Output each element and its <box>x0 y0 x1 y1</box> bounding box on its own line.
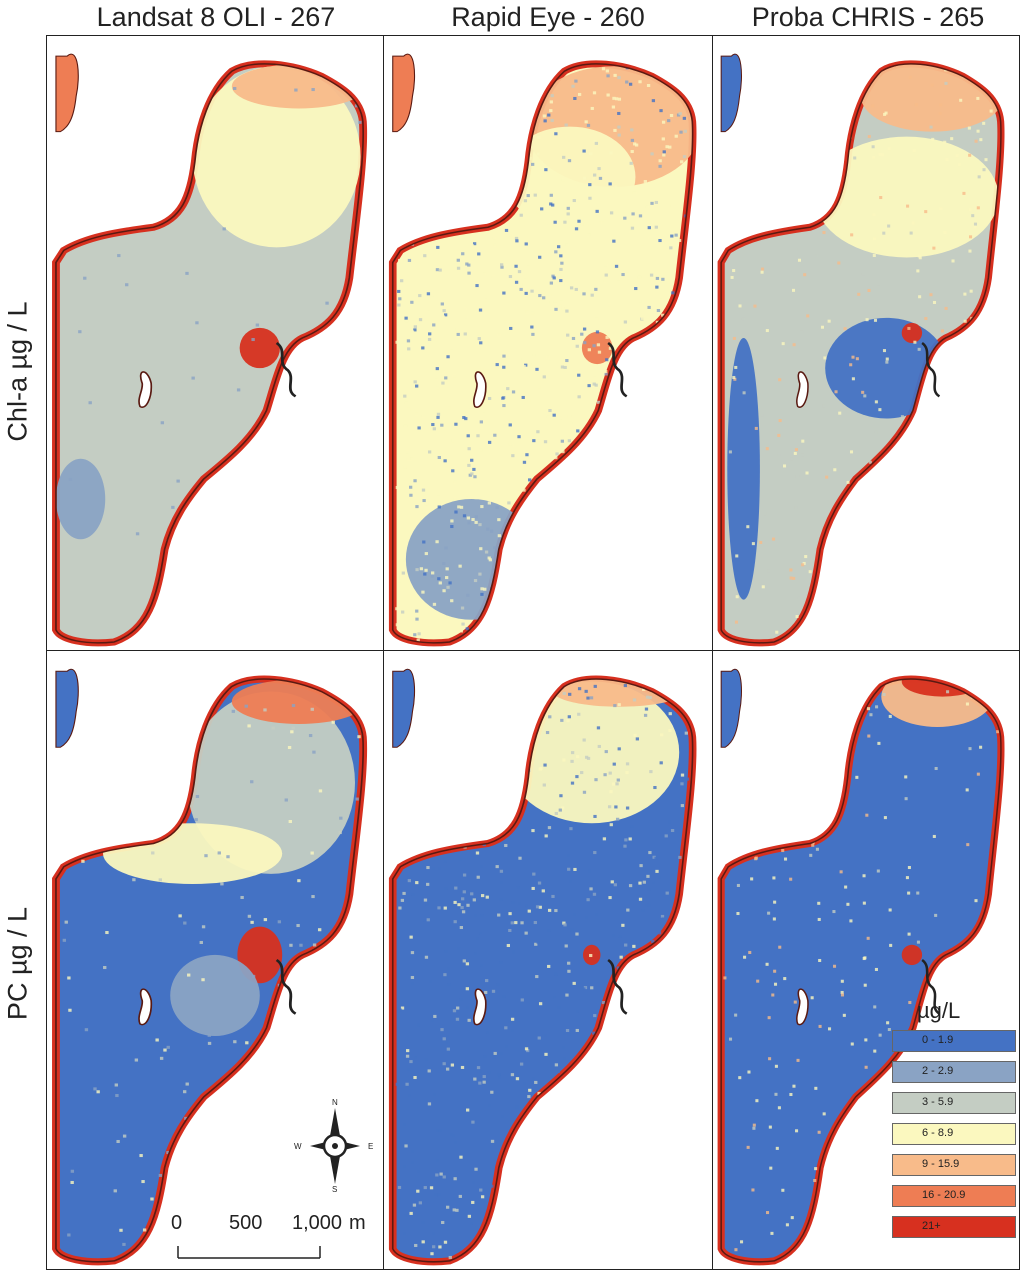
legend-label: 3 - 5.9 <box>922 1096 954 1108</box>
legend-swatch <box>892 1092 1016 1114</box>
legend-item: 2 - 2.9 <box>892 1061 1016 1083</box>
column-title-proba: Proba CHRIS - 265 <box>751 2 985 32</box>
compass-e: E <box>368 1142 374 1151</box>
column-title-rapideye: Rapid Eye - 260 <box>451 2 645 32</box>
scale-tick-1000: 1,000 <box>292 1212 343 1234</box>
map-panel-proba-chla <box>712 35 1020 651</box>
lake-map <box>52 53 368 647</box>
legend-title: µg/L <box>917 998 961 1023</box>
legend-item: 21+ <box>892 1216 1016 1238</box>
row-label-pc: PC µg / L <box>2 906 33 1021</box>
legend-label: 6 - 8.9 <box>922 1127 954 1139</box>
column-title-landsat: Landsat 8 OLI - 267 <box>96 2 336 32</box>
legend-swatch <box>892 1154 1016 1176</box>
compass-w: W <box>294 1142 302 1151</box>
scale-bar <box>177 1246 321 1259</box>
legend-item: 9 - 15.9 <box>892 1154 1016 1176</box>
lake-map <box>717 53 1005 647</box>
legend-item: 6 - 8.9 <box>892 1123 1016 1145</box>
legend-swatch <box>892 1123 1016 1145</box>
legend-item: 0 - 1.9 <box>892 1030 1016 1052</box>
map-panel-landsat-pc <box>46 650 384 1270</box>
compass-s: S <box>332 1185 338 1194</box>
map-panel-landsat-chla <box>46 35 384 651</box>
lake-map <box>717 668 1005 1266</box>
lake-map <box>388 668 697 1266</box>
compass-rose-icon: N S W E <box>290 1096 380 1196</box>
legend-item: 3 - 5.9 <box>892 1092 1016 1114</box>
compass-n: N <box>332 1098 338 1107</box>
map-panel-proba-pc <box>712 650 1020 1270</box>
map-panel-rapideye-pc <box>383 650 713 1270</box>
legend-label: 0 - 1.9 <box>922 1034 954 1046</box>
scale-unit: m <box>349 1212 366 1234</box>
lake-map <box>388 53 697 647</box>
legend-swatch <box>892 1185 1016 1207</box>
lake-map <box>52 668 368 1266</box>
legend-label: 16 - 20.9 <box>922 1189 966 1201</box>
row-label-chla: Chl-a µg / L <box>2 301 33 442</box>
legend-label: 9 - 15.9 <box>922 1158 960 1170</box>
legend-swatch <box>892 1216 1016 1238</box>
map-panel-rapideye-chla <box>383 35 713 651</box>
legend-label: 2 - 2.9 <box>922 1065 954 1077</box>
legend-swatch <box>892 1061 1016 1083</box>
scale-tick-0: 0 <box>171 1212 183 1234</box>
scale-tick-500: 500 <box>229 1212 263 1234</box>
legend-swatch <box>892 1030 1016 1052</box>
legend-label: 21+ <box>922 1220 941 1232</box>
legend-item: 16 - 20.9 <box>892 1185 1016 1207</box>
